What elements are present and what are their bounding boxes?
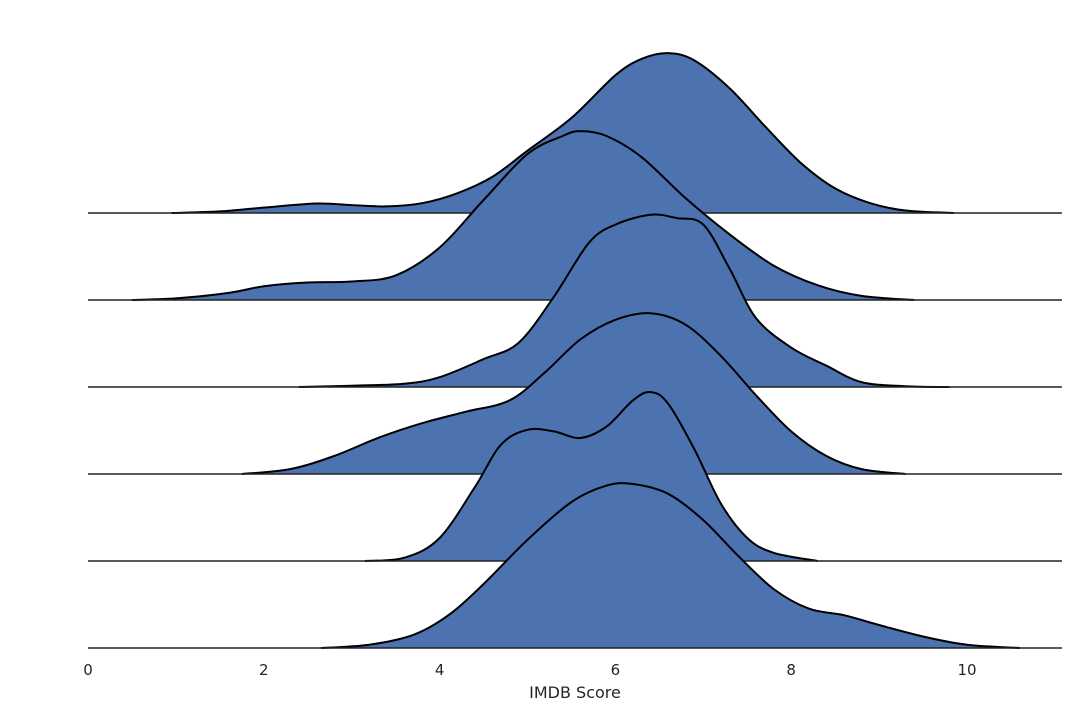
x-tick-label: 4 [435,661,445,679]
x-tick-label: 2 [259,661,269,679]
ridge-1-outline [171,52,954,214]
x-axis-label: IMDB Score [529,683,621,702]
x-axis-ticks: 0 2 4 6 8 10 [83,661,976,679]
ridge-3-outline [298,213,950,388]
ridges [88,52,1062,649]
ridge-6 [88,482,1062,649]
x-tick-label: 8 [786,661,796,679]
ridge-4-outline [241,312,906,475]
ridge-5-outline [364,391,818,562]
ridge-2-outline [131,130,915,301]
ridge-1-area [171,53,954,213]
ridge-3-area [299,214,950,387]
ridge-5-area [364,392,818,561]
x-tick-label: 10 [957,661,976,679]
x-tick-label: 0 [83,661,93,679]
ridge-4-area [241,313,906,474]
x-tick-label: 6 [611,661,621,679]
ridge-6-area [320,483,1020,648]
ridge-6-outline [320,482,1020,649]
